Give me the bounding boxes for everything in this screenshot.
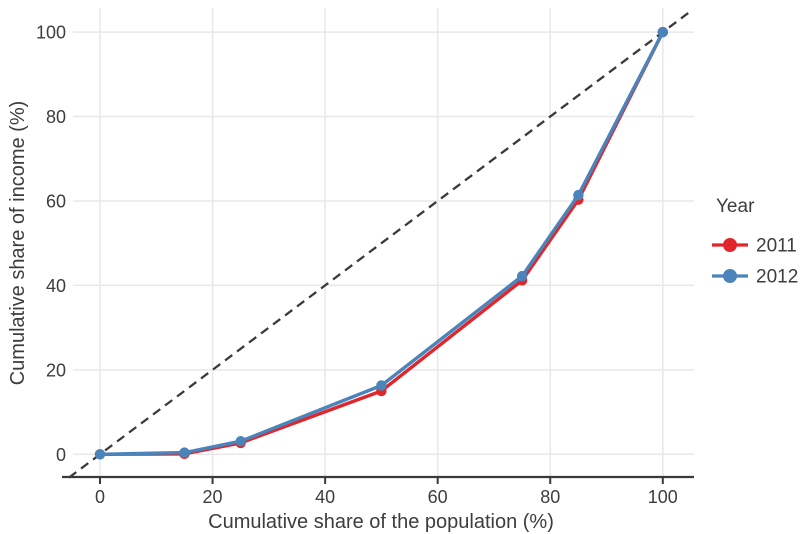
x-axis-ticks bbox=[99, 477, 664, 484]
y-axis-title: Cumulative share of income (%) bbox=[7, 101, 29, 386]
y-tick-label-20: 20 bbox=[46, 360, 66, 380]
data-point-2012-x100 bbox=[657, 26, 668, 38]
data-point-2012-x85 bbox=[573, 189, 584, 201]
equality-line bbox=[68, 10, 692, 479]
data-point-2012-x0 bbox=[94, 449, 106, 460]
y-tick-label-40: 40 bbox=[46, 276, 66, 296]
legend-item-2012: 2012 bbox=[712, 267, 798, 288]
x-tick-label-0: 0 bbox=[95, 487, 105, 507]
x-tick-label-100: 100 bbox=[648, 487, 678, 507]
data-point-2012-x50 bbox=[376, 380, 387, 391]
y-tick-label-0: 0 bbox=[56, 445, 66, 465]
y-tick-label-80: 80 bbox=[46, 107, 66, 127]
legend-title: Year bbox=[716, 196, 755, 217]
legend-key-dot-2012 bbox=[723, 269, 737, 283]
y-tick-label-60: 60 bbox=[46, 191, 66, 211]
x-tick-labels: 0 20 40 60 80 100 bbox=[95, 487, 678, 507]
legend-item-2011: 2011 bbox=[712, 236, 797, 257]
gridlines bbox=[73, 8, 694, 477]
legend: Year 2011 2012 bbox=[712, 196, 798, 288]
series-layer bbox=[94, 26, 668, 460]
legend-label-2012: 2012 bbox=[756, 267, 798, 288]
legend-label-2011: 2011 bbox=[756, 236, 797, 257]
x-tick-label-20: 20 bbox=[203, 487, 223, 507]
y-tick-labels: 0 20 40 60 80 100 bbox=[36, 23, 66, 465]
x-tick-label-40: 40 bbox=[315, 487, 335, 507]
data-point-2012-x15 bbox=[179, 447, 190, 458]
legend-key-dot-2011 bbox=[723, 238, 737, 252]
x-tick-label-60: 60 bbox=[428, 487, 448, 507]
x-axis-title: Cumulative share of the population (%) bbox=[208, 511, 554, 533]
y-tick-label-100: 100 bbox=[36, 23, 66, 43]
data-point-2012-x25 bbox=[235, 436, 246, 447]
data-point-2012-x75 bbox=[516, 270, 528, 282]
x-tick-label-80: 80 bbox=[540, 487, 560, 507]
series-2012 bbox=[94, 26, 668, 460]
